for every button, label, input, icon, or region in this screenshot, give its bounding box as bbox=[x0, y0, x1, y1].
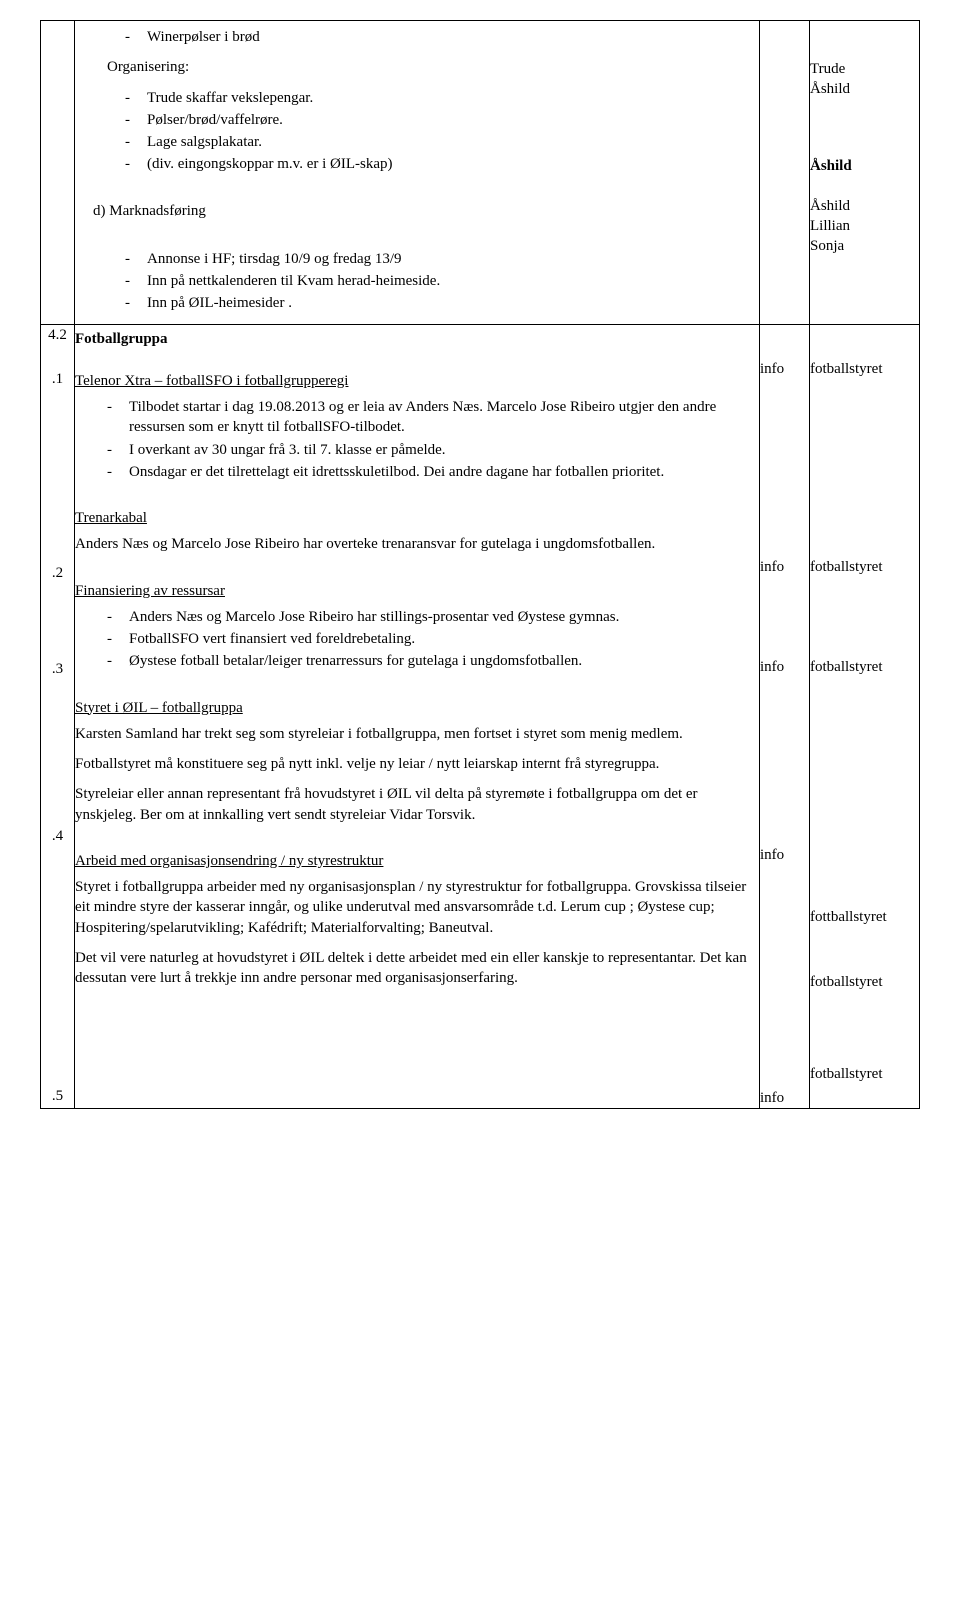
subsection-title: Trenarkabal bbox=[75, 508, 759, 528]
assignee: Åshild bbox=[810, 79, 919, 99]
section-mid: info info info info info bbox=[760, 324, 810, 1108]
assignee: Sonja bbox=[810, 236, 919, 256]
bullet-item: Winerpølser i brød bbox=[147, 27, 759, 47]
subsection-title: Styret i ØIL – fotballgruppa bbox=[75, 698, 759, 718]
bullet-item: Trude skaffar vekslepengar. bbox=[147, 88, 759, 108]
paragraph: Karsten Samland har trekt seg som styrel… bbox=[75, 724, 759, 744]
bullet-item: Lage salgsplakatar. bbox=[147, 132, 759, 152]
info-tag: info bbox=[760, 359, 809, 379]
paragraph: Anders Næs og Marcelo Jose Ribeiro har o… bbox=[75, 534, 759, 554]
assignee: Trude bbox=[810, 59, 919, 79]
info-tag: info bbox=[760, 845, 809, 865]
sub-index: .1 bbox=[41, 369, 74, 389]
paragraph: Styreleiar eller annan representant frå … bbox=[75, 784, 759, 825]
bullet-item: Annonse i HF; tirsdag 10/9 og fredag 13/… bbox=[147, 249, 759, 269]
bullet-item: Inn på ØIL-heimesider . bbox=[147, 293, 759, 313]
section-right: fotballstyret fotballstyret fotballstyre… bbox=[810, 324, 920, 1108]
section-title: Fotballgruppa bbox=[75, 329, 759, 349]
row-top-right: Trude Åshild Åshild Åshild Lillian Sonja bbox=[810, 21, 920, 325]
subsection-d-title: d) Marknadsføring bbox=[75, 201, 759, 221]
bullet-item: FotballSFO vert finansiert ved foreldreb… bbox=[129, 629, 759, 649]
subsection-title: Finansiering av ressursar bbox=[75, 581, 759, 601]
paragraph: Fotballstyret må konstituere seg på nytt… bbox=[75, 754, 759, 774]
assignee: fotballstyret bbox=[810, 657, 919, 677]
assignee: fottballstyret bbox=[810, 907, 919, 927]
paragraph: Det vil vere naturleg at hovudstyret i Ø… bbox=[75, 948, 759, 989]
assignee: Åshild bbox=[810, 156, 919, 176]
bullet-item: Øystese fotball betalar/leiger trenarres… bbox=[129, 651, 759, 671]
bullet-item: Anders Næs og Marcelo Jose Ribeiro har s… bbox=[129, 607, 759, 627]
minutes-table: Winerpølser i brød Organisering: Trude s… bbox=[40, 20, 920, 1109]
assignee: fotballstyret bbox=[810, 557, 919, 577]
org-title: Organisering: bbox=[75, 57, 759, 77]
bullet-item: Tilbodet startar i dag 19.08.2013 og er … bbox=[129, 397, 759, 438]
subsection-title: Arbeid med organisasjonsendring / ny sty… bbox=[75, 851, 759, 871]
row-top: Winerpølser i brød Organisering: Trude s… bbox=[41, 21, 920, 325]
paragraph: Styret i fotballgruppa arbeider med ny o… bbox=[75, 877, 759, 938]
bullet-list: Annonse i HF; tirsdag 10/9 og fredag 13/… bbox=[75, 249, 759, 314]
row-top-mid bbox=[760, 21, 810, 325]
bullet-list: Anders Næs og Marcelo Jose Ribeiro har s… bbox=[75, 607, 759, 672]
sub-index: .3 bbox=[41, 659, 74, 679]
bullet-item: Pølser/brød/vaffelrøre. bbox=[147, 110, 759, 130]
info-tag: info bbox=[760, 657, 809, 677]
assignee: fotballstyret bbox=[810, 972, 919, 992]
info-tag: info bbox=[760, 1088, 809, 1108]
sub-index: .5 bbox=[41, 1086, 74, 1106]
info-tag: info bbox=[760, 557, 809, 577]
bullet-item: I overkant av 30 ungar frå 3. til 7. kla… bbox=[129, 440, 759, 460]
document-page: Winerpølser i brød Organisering: Trude s… bbox=[0, 0, 960, 1149]
bullet-list: Winerpølser i brød bbox=[75, 27, 759, 47]
sub-index: .2 bbox=[41, 563, 74, 583]
bullet-list: Trude skaffar vekslepengar. Pølser/brød/… bbox=[75, 88, 759, 175]
sub-index: .4 bbox=[41, 826, 74, 846]
assignee: Åshild bbox=[810, 196, 919, 216]
assignee: fotballstyret bbox=[810, 359, 919, 379]
assignee: fotballstyret bbox=[810, 1064, 919, 1084]
bullet-list: Tilbodet startar i dag 19.08.2013 og er … bbox=[75, 397, 759, 482]
section-index: 4.2 .1 .2 .3 .4 .5 bbox=[41, 324, 75, 1108]
section-body: Fotballgruppa Telenor Xtra – fotballSFO … bbox=[75, 324, 760, 1108]
row-top-index bbox=[41, 21, 75, 325]
bullet-item: Onsdagar er det tilrettelagt eit idretts… bbox=[129, 462, 759, 482]
row-fotballgruppa: 4.2 .1 .2 .3 .4 .5 Fotballgruppa T bbox=[41, 324, 920, 1108]
section-index-text: 4.2 bbox=[41, 325, 74, 345]
assignee: Lillian bbox=[810, 216, 919, 236]
bullet-item: (div. eingongskoppar m.v. er i ØIL-skap) bbox=[147, 154, 759, 174]
row-top-body: Winerpølser i brød Organisering: Trude s… bbox=[75, 21, 760, 325]
bullet-item: Inn på nettkalenderen til Kvam herad-hei… bbox=[147, 271, 759, 291]
subsection-title: Telenor Xtra – fotballSFO i fotballgrupp… bbox=[75, 371, 759, 391]
